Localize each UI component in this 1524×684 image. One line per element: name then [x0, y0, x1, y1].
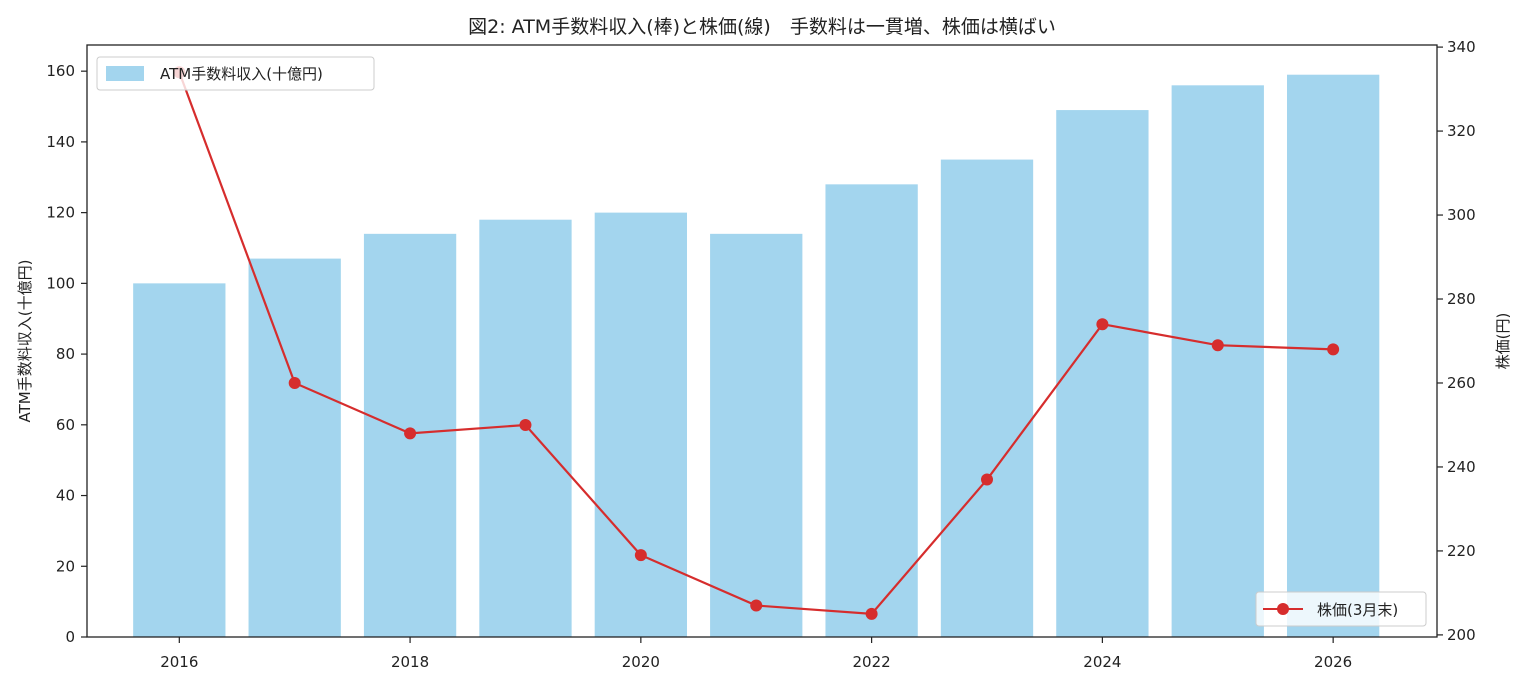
y-left-tick-label-120: 120 — [46, 204, 75, 222]
x-tick-label-2024: 2024 — [1083, 653, 1121, 671]
stock-price-point-2021 — [750, 599, 763, 612]
y-left-tick-label-20: 20 — [56, 557, 75, 575]
legend-bars: ATM手数料収入(十億円) — [96, 56, 375, 91]
line-series — [173, 66, 1340, 620]
y-right-tick-label-200: 200 — [1447, 626, 1476, 644]
y-right-tick-label-340: 340 — [1447, 38, 1476, 56]
y-axis-left: 0 20 40 60 80 100 120 140 160 — [46, 62, 87, 646]
bar-2026 — [1287, 74, 1380, 637]
y-left-tick-label-100: 100 — [46, 274, 75, 292]
y-right-tick-label-240: 240 — [1447, 458, 1476, 476]
bar-2025 — [1171, 85, 1264, 637]
legend-line-label: 株価(3月末) — [1317, 601, 1398, 619]
x-tick-label-2026: 2026 — [1314, 653, 1352, 671]
y-left-tick-label-60: 60 — [56, 416, 75, 434]
x-tick-label-2018: 2018 — [391, 653, 429, 671]
bar-2024 — [1056, 110, 1149, 637]
y-left-tick-label-40: 40 — [56, 487, 75, 505]
y-right-tick-label-300: 300 — [1447, 206, 1476, 224]
stock-price-point-2025 — [1211, 339, 1224, 352]
stock-price-point-2020 — [634, 549, 647, 562]
bar-series — [133, 74, 1380, 638]
bar-2020 — [594, 212, 687, 637]
y-axis-left-title: ATM手数料収入(十億円) — [16, 260, 34, 423]
bar-2017 — [248, 258, 341, 637]
y-left-tick-label-80: 80 — [56, 345, 75, 363]
x-tick-label-2020: 2020 — [622, 653, 660, 671]
bar-2016 — [133, 283, 226, 637]
y-left-tick-label-160: 160 — [46, 62, 75, 80]
bar-2023 — [940, 159, 1034, 638]
y-axis-right-title: 株価(円) — [1494, 313, 1512, 370]
y-left-tick-label-140: 140 — [46, 133, 75, 151]
legend-line-marker — [1277, 603, 1289, 615]
stock-price-point-2024 — [1096, 318, 1109, 331]
bar-2021 — [710, 233, 803, 637]
stock-price-point-2017 — [288, 376, 301, 389]
bar-2022 — [825, 184, 918, 637]
x-tick-label-2016: 2016 — [160, 653, 198, 671]
legend-line-box — [1255, 591, 1427, 627]
y-left-tick-label-0: 0 — [65, 628, 75, 646]
legend-bars-box — [96, 56, 375, 91]
y-right-tick-label-260: 260 — [1447, 374, 1476, 392]
stock-price-point-2019 — [519, 418, 532, 431]
y-axis-right: 200 220 240 260 280 300 320 340 — [1437, 38, 1476, 644]
legend-bars-swatch — [106, 66, 144, 81]
stock-price-point-2018 — [404, 427, 417, 440]
y-right-tick-label-280: 280 — [1447, 290, 1476, 308]
y-right-tick-label-320: 320 — [1447, 122, 1476, 140]
stock-price-point-2023 — [981, 473, 993, 486]
legend-line: 株価(3月末) — [1255, 591, 1427, 627]
x-tick-label-2022: 2022 — [853, 653, 891, 671]
x-axis: 2016 2018 2020 2022 2024 2026 — [160, 637, 1352, 671]
legend-bars-label: ATM手数料収入(十億円) — [160, 65, 323, 83]
stock-price-point-2022 — [865, 607, 878, 620]
chart-title: 図2: ATM手数料収入(棒)と株価(線) 手数料は一貫増、株価は横ばい — [468, 16, 1056, 38]
y-right-tick-label-220: 220 — [1447, 542, 1476, 560]
plot-frame — [86, 44, 1438, 638]
stock-price-point-2026 — [1327, 343, 1340, 356]
